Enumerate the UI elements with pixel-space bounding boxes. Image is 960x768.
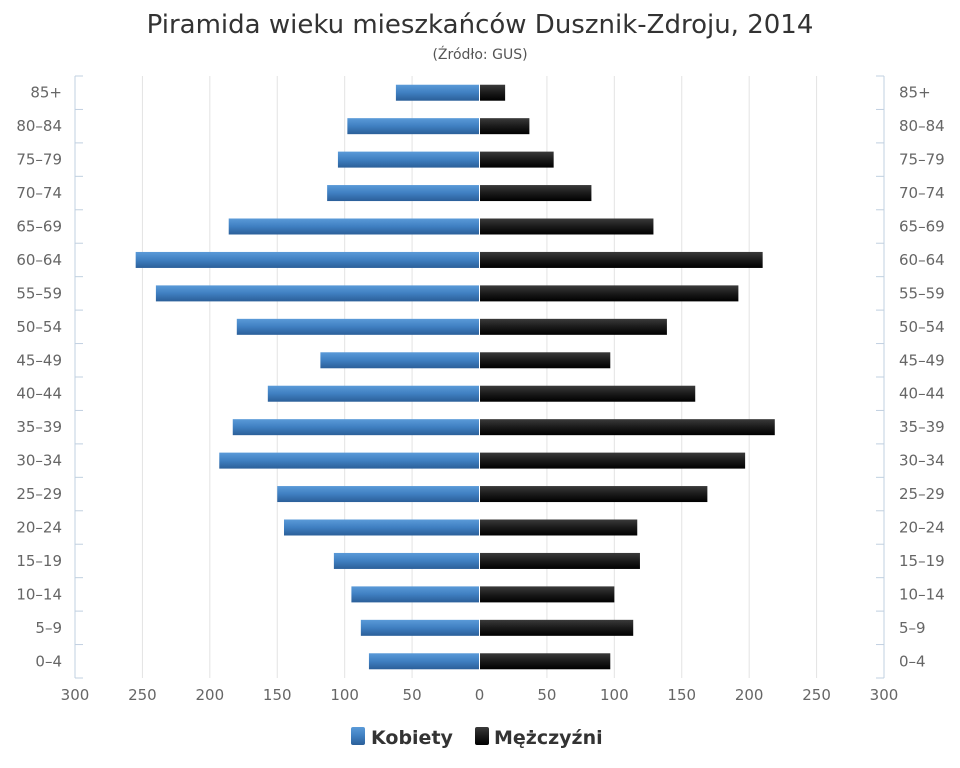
legend-item-kobiety[interactable]: Kobiety <box>351 727 454 749</box>
y-tick-label-right: 60–64 <box>899 251 945 269</box>
y-tick-label-left: 55–59 <box>16 284 62 302</box>
bar-kobiety <box>219 452 480 469</box>
bar-mezczyzni <box>479 318 667 335</box>
x-tick-label: 300 <box>61 686 90 704</box>
y-tick-label-right: 65–69 <box>899 218 945 236</box>
y-tick-label-left: 50–54 <box>16 318 62 336</box>
y-tick-label-left: 45–49 <box>16 351 62 369</box>
x-tick-label: 150 <box>667 686 696 704</box>
y-tick-label-right: 20–24 <box>899 519 945 537</box>
y-tick-label-right: 50–54 <box>899 318 945 336</box>
x-tick-label: 250 <box>802 686 831 704</box>
y-tick-label-right: 75–79 <box>899 151 945 169</box>
x-tick-label: 200 <box>735 686 764 704</box>
bar-mezczyzni <box>479 385 696 402</box>
bar-mezczyzni <box>479 352 611 369</box>
x-tick-label: 0 <box>475 686 485 704</box>
bar-kobiety <box>347 118 480 135</box>
y-tick-label-right: 0–4 <box>899 652 926 670</box>
x-tick-label: 50 <box>403 686 422 704</box>
bar-mezczyzni <box>479 519 638 536</box>
legend-swatch-mezczyzni <box>475 727 489 745</box>
legend-label-mezczyzni: Mężczyźni <box>494 727 603 749</box>
y-tick-label-right: 45–49 <box>899 351 945 369</box>
bar-kobiety <box>337 151 480 168</box>
y-tick-label-right: 15–19 <box>899 552 945 570</box>
y-tick-label-left: 65–69 <box>16 218 62 236</box>
y-tick-label-right: 35–39 <box>899 418 945 436</box>
x-tick-label: 200 <box>196 686 225 704</box>
y-tick-label-right: 85+ <box>899 84 931 102</box>
bar-mezczyzni <box>479 619 634 636</box>
bar-mezczyzni <box>479 586 615 603</box>
y-tick-label-left: 40–44 <box>16 385 62 403</box>
bar-kobiety <box>267 385 480 402</box>
x-tick-label: 100 <box>330 686 359 704</box>
bar-mezczyzni <box>479 552 640 569</box>
bar-kobiety <box>228 218 480 235</box>
x-tick-label: 250 <box>128 686 157 704</box>
y-tick-label-right: 25–29 <box>899 485 945 503</box>
x-tick-label: 300 <box>870 686 899 704</box>
y-tick-label-right: 5–9 <box>899 619 926 637</box>
bar-mezczyzni <box>479 486 708 503</box>
bar-kobiety <box>327 185 480 202</box>
bar-mezczyzni <box>479 653 611 670</box>
bar-mezczyzni <box>479 218 654 235</box>
y-tick-label-left: 75–79 <box>16 151 62 169</box>
y-tick-label-left: 30–34 <box>16 452 62 470</box>
bar-mezczyzni <box>479 118 530 135</box>
bar-kobiety <box>360 619 480 636</box>
y-tick-label-left: 85+ <box>30 84 62 102</box>
legend-item-mezczyzni[interactable]: Mężczyźni <box>475 727 603 749</box>
bar-mezczyzni <box>479 452 746 469</box>
y-tick-label-left: 25–29 <box>16 485 62 503</box>
x-tick-label: 150 <box>263 686 292 704</box>
y-tick-label-left: 0–4 <box>35 652 62 670</box>
y-tick-label-right: 80–84 <box>899 117 945 135</box>
y-tick-label-left: 15–19 <box>16 552 62 570</box>
y-tick-label-right: 40–44 <box>899 385 945 403</box>
y-tick-label-left: 35–39 <box>16 418 62 436</box>
bar-kobiety <box>351 586 480 603</box>
bar-kobiety <box>277 486 480 503</box>
y-tick-label-left: 5–9 <box>35 619 62 637</box>
y-tick-label-right: 30–34 <box>899 452 945 470</box>
y-tick-label-left: 10–14 <box>16 585 62 603</box>
legend-label-kobiety: Kobiety <box>371 727 454 749</box>
bar-kobiety <box>283 519 480 536</box>
bar-kobiety <box>333 552 480 569</box>
y-tick-label-left: 70–74 <box>16 184 62 202</box>
bar-kobiety <box>395 84 480 101</box>
y-tick-label-left: 60–64 <box>16 251 62 269</box>
y-tick-label-left: 20–24 <box>16 519 62 537</box>
y-tick-label-right: 55–59 <box>899 284 945 302</box>
bar-kobiety <box>320 352 480 369</box>
bar-kobiety <box>135 251 480 268</box>
y-tick-label-right: 10–14 <box>899 585 945 603</box>
bar-mezczyzni <box>479 151 554 168</box>
bar-kobiety <box>232 419 480 436</box>
x-tick-label: 100 <box>600 686 629 704</box>
x-tick-label: 50 <box>537 686 556 704</box>
bar-mezczyzni <box>479 251 763 268</box>
chart-title: Piramida wieku mieszkańców Dusznik-Zdroj… <box>147 10 814 40</box>
bar-mezczyzni <box>479 185 592 202</box>
bar-mezczyzni <box>479 285 739 302</box>
y-tick-label-left: 80–84 <box>16 117 62 135</box>
bar-kobiety <box>368 653 480 670</box>
legend: Kobiety Mężczyźni <box>351 727 603 749</box>
y-tick-label-right: 70–74 <box>899 184 945 202</box>
bar-kobiety <box>155 285 480 302</box>
bar-mezczyzni <box>479 419 775 436</box>
bar-mezczyzni <box>479 84 506 101</box>
legend-swatch-kobiety <box>351 727 365 745</box>
chart-subtitle: (Źródło: GUS) <box>432 45 527 63</box>
bar-kobiety <box>236 318 480 335</box>
